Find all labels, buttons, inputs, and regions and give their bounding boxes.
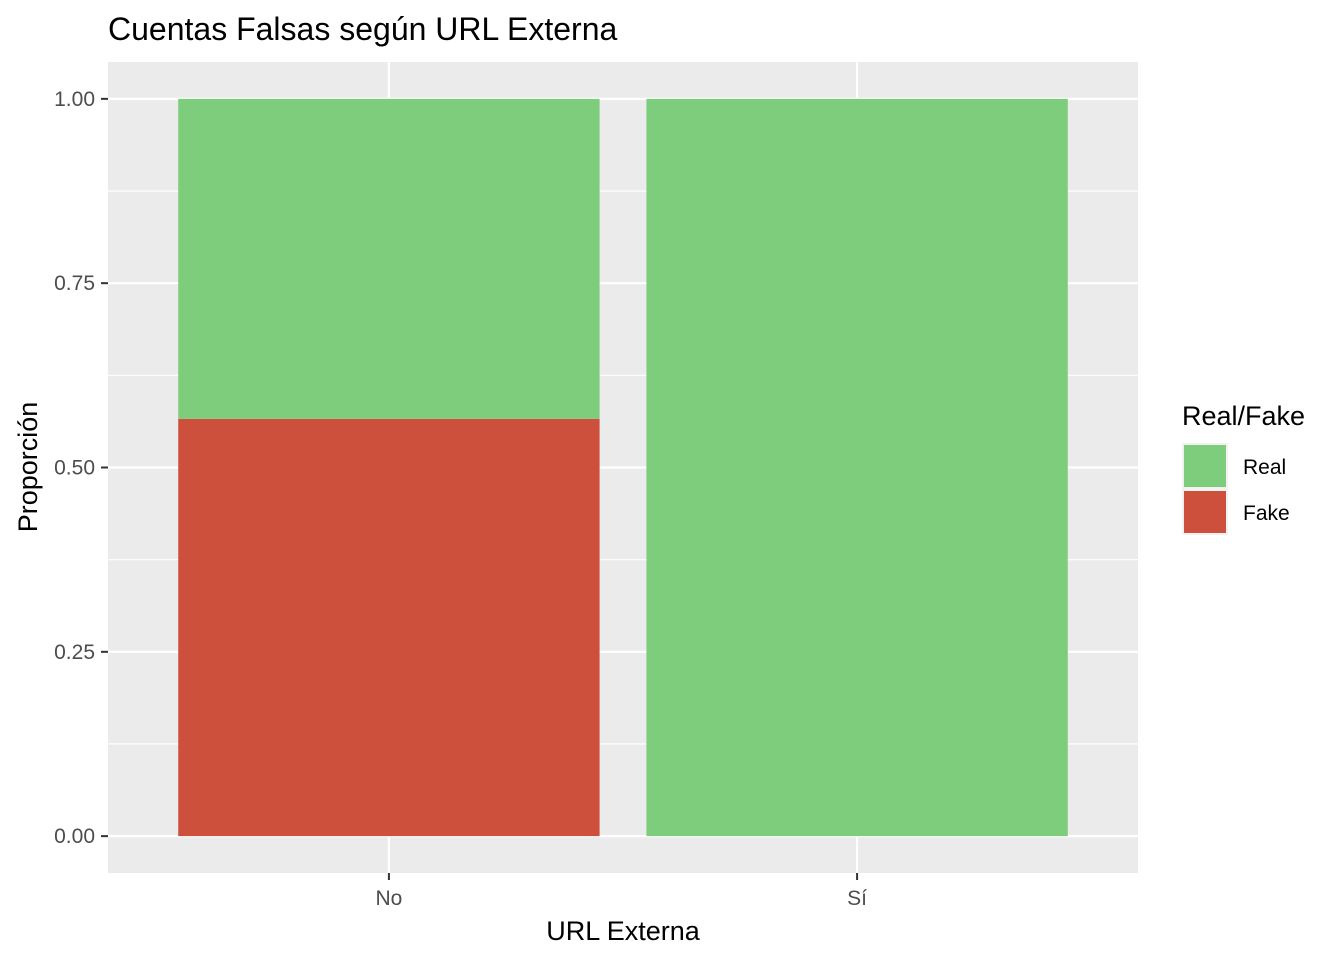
x-axis-title: URL Externa bbox=[546, 916, 701, 946]
legend-title: Real/Fake bbox=[1182, 401, 1305, 431]
x-axis: No Sí bbox=[375, 873, 867, 910]
legend-label-real: Real bbox=[1243, 456, 1286, 479]
y-axis: 0.00 0.25 0.50 0.75 1.00 bbox=[54, 88, 108, 848]
bar-real-1 bbox=[646, 98, 1068, 837]
legend-key-fake bbox=[1184, 491, 1226, 533]
chart-title: Cuentas Falsas según URL Externa bbox=[108, 11, 618, 47]
y-tick-label: 0.50 bbox=[54, 457, 95, 480]
y-tick-label: 1.00 bbox=[54, 88, 95, 111]
bar-real-0 bbox=[178, 98, 600, 419]
legend-label-fake: Fake bbox=[1243, 502, 1290, 525]
legend: Real/Fake Real Fake bbox=[1182, 401, 1305, 535]
y-tick-label: 0.25 bbox=[54, 641, 95, 664]
y-tick-label: 0.75 bbox=[54, 272, 95, 295]
x-tick-label: Sí bbox=[847, 887, 867, 910]
bars bbox=[178, 98, 1068, 837]
legend-key-real bbox=[1184, 445, 1226, 487]
bar-fake-0 bbox=[178, 418, 600, 837]
y-axis-title: Proporción bbox=[13, 402, 43, 533]
x-tick-label: No bbox=[375, 887, 402, 910]
y-tick-label: 0.00 bbox=[54, 825, 95, 848]
